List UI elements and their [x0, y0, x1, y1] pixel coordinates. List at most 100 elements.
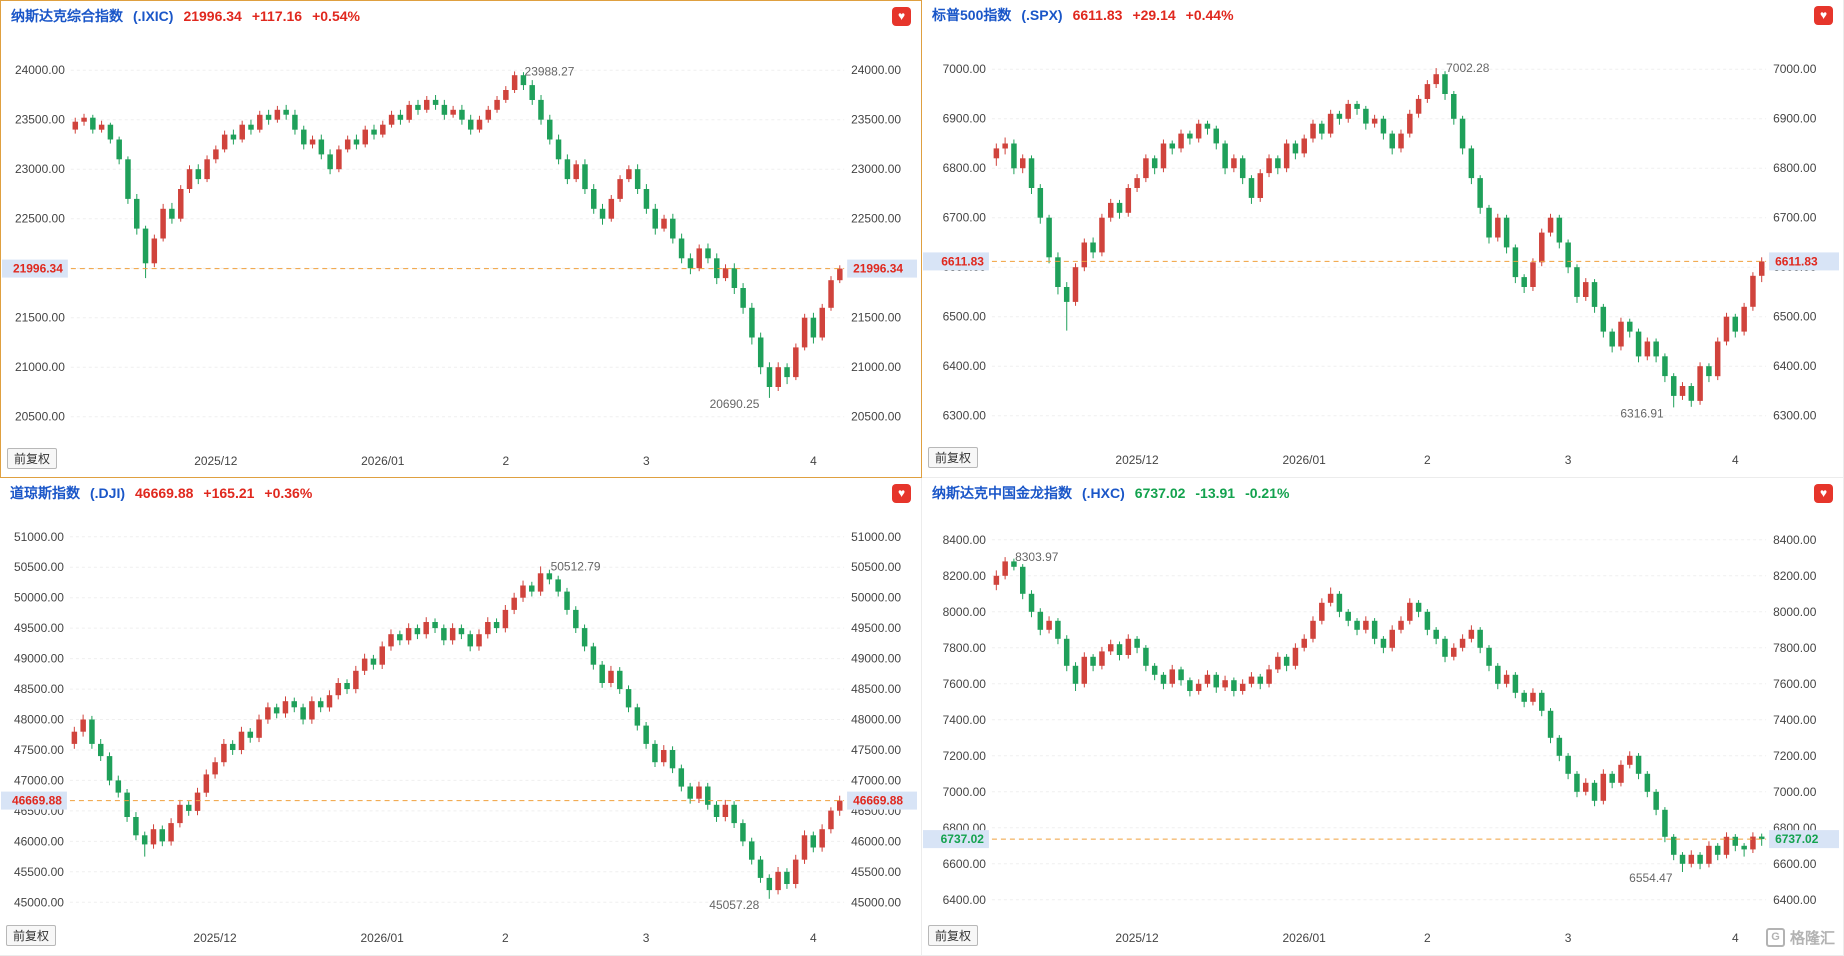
index-name: 纳斯达克综合指数 [11, 8, 123, 24]
svg-text:22500.00: 22500.00 [15, 212, 65, 226]
svg-text:47500.00: 47500.00 [14, 743, 64, 757]
price-change: +165.21 [203, 485, 255, 501]
price-change: +29.14 [1132, 7, 1176, 23]
svg-text:4: 4 [1732, 453, 1739, 467]
candlestick-chart-dji[interactable]: 51000.00 51000.00 50500.00 50500.00 50000.00… [0, 508, 921, 954]
last-price: 46669.88 [135, 485, 194, 501]
panel-header: 道琼斯指数 (.DJI) 46669.88 +165.21 +0.36% ♥ [0, 478, 921, 508]
svg-text:6400.00: 6400.00 [1773, 359, 1817, 373]
svg-text:7000.00: 7000.00 [943, 785, 987, 799]
svg-text:7600.00: 7600.00 [1773, 677, 1817, 691]
svg-text:4: 4 [810, 454, 817, 468]
svg-text:7000.00: 7000.00 [943, 62, 987, 76]
price-adjustment-button[interactable]: 前复权 [6, 925, 57, 946]
svg-text:7800.00: 7800.00 [1773, 641, 1817, 655]
svg-text:21500.00: 21500.00 [851, 311, 901, 325]
svg-text:6500.00: 6500.00 [943, 310, 987, 324]
svg-text:6700.00: 6700.00 [943, 211, 987, 225]
svg-text:50000.00: 50000.00 [14, 591, 64, 605]
svg-text:7000.00: 7000.00 [1773, 785, 1817, 799]
heart-glyph: ♥ [897, 486, 906, 500]
svg-text:6316.91: 6316.91 [1620, 406, 1664, 420]
svg-text:6554.47: 6554.47 [1629, 871, 1673, 885]
svg-text:2025/12: 2025/12 [1115, 453, 1159, 467]
last-price: 6611.83 [1072, 7, 1123, 23]
svg-text:23988.27: 23988.27 [525, 64, 575, 78]
last-price: 21996.34 [183, 8, 242, 24]
quote-values: 6611.83 +29.14 +0.44% [1073, 7, 1234, 23]
panel-header: 标普500指数 (.SPX) 6611.83 +29.14 +0.44% ♥ [922, 0, 1843, 30]
svg-text:21000.00: 21000.00 [851, 360, 901, 374]
svg-text:6400.00: 6400.00 [1773, 893, 1817, 907]
price-adjustment-button[interactable]: 前复权 [928, 447, 979, 468]
index-panel-spx[interactable]: 标普500指数 (.SPX) 6611.83 +29.14 +0.44% ♥ 7… [922, 0, 1844, 478]
favorite-icon[interactable]: ♥ [892, 6, 911, 26]
svg-text:23500.00: 23500.00 [851, 113, 901, 127]
svg-text:6400.00: 6400.00 [943, 893, 987, 907]
svg-text:2: 2 [502, 931, 509, 945]
svg-text:50000.00: 50000.00 [851, 591, 901, 605]
svg-text:6611.83: 6611.83 [1775, 254, 1818, 268]
quote-values: 46669.88 +165.21 +0.36% [135, 485, 312, 501]
svg-text:3: 3 [643, 931, 650, 945]
favorite-icon[interactable]: ♥ [1814, 483, 1833, 503]
price-adjustment-button[interactable]: 前复权 [928, 925, 979, 946]
svg-text:48000.00: 48000.00 [851, 712, 901, 726]
svg-text:8400.00: 8400.00 [943, 533, 987, 547]
svg-text:6611.83: 6611.83 [941, 254, 984, 268]
svg-text:45000.00: 45000.00 [851, 895, 901, 909]
svg-text:6800.00: 6800.00 [943, 161, 987, 175]
index-code: (.SPX) [1021, 7, 1063, 23]
last-price: 6737.02 [1134, 485, 1186, 501]
index-name: 道琼斯指数 [10, 485, 80, 501]
svg-text:45000.00: 45000.00 [14, 895, 64, 909]
svg-text:6900.00: 6900.00 [1773, 112, 1817, 126]
svg-text:46000.00: 46000.00 [851, 834, 901, 848]
candlestick-chart-spx[interactable]: 7000.00 7000.00 6900.00 6900.00 6800.00 6800.… [922, 30, 1843, 476]
svg-text:21500.00: 21500.00 [15, 311, 65, 325]
price-change-pct: +0.36% [264, 485, 313, 501]
index-name: 纳斯达克中国金龙指数 [932, 485, 1072, 501]
svg-text:7200.00: 7200.00 [1773, 749, 1817, 763]
svg-text:6300.00: 6300.00 [1773, 409, 1817, 423]
svg-text:7200.00: 7200.00 [943, 749, 987, 763]
index-code: (.IXIC) [133, 8, 174, 24]
svg-text:22500.00: 22500.00 [851, 212, 901, 226]
svg-text:7400.00: 7400.00 [1773, 713, 1817, 727]
svg-text:23000.00: 23000.00 [851, 162, 901, 176]
svg-text:21996.34: 21996.34 [853, 262, 903, 276]
svg-text:2: 2 [1424, 931, 1431, 945]
price-adjustment-button[interactable]: 前复权 [7, 448, 58, 469]
svg-text:20500.00: 20500.00 [851, 410, 901, 424]
quote-values: 6737.02 -13.91 -0.21% [1135, 485, 1290, 501]
svg-text:4: 4 [1732, 931, 1739, 945]
index-panel-ixic[interactable]: 纳斯达克综合指数 (.IXIC) 21996.34 +117.16 +0.54%… [0, 0, 922, 478]
index-panel-dji[interactable]: 道琼斯指数 (.DJI) 46669.88 +165.21 +0.36% ♥ 5… [0, 478, 922, 956]
panel-header: 纳斯达克综合指数 (.IXIC) 21996.34 +117.16 +0.54%… [1, 1, 921, 31]
candlestick-chart-ixic[interactable]: 24000.00 24000.00 23500.00 23500.00 23000.00… [1, 31, 921, 477]
svg-text:49000.00: 49000.00 [851, 652, 901, 666]
svg-text:23500.00: 23500.00 [15, 113, 65, 127]
chart-area: 51000.00 51000.00 50500.00 50500.00 50000.00… [0, 508, 921, 954]
chart-area: 24000.00 24000.00 23500.00 23500.00 23000.00… [1, 31, 921, 477]
svg-text:47000.00: 47000.00 [14, 773, 64, 787]
svg-text:24000.00: 24000.00 [851, 63, 901, 77]
svg-text:2026/01: 2026/01 [361, 931, 405, 945]
svg-text:6400.00: 6400.00 [943, 359, 987, 373]
svg-text:6737.02: 6737.02 [941, 832, 985, 846]
favorite-icon[interactable]: ♥ [892, 483, 911, 503]
favorite-icon[interactable]: ♥ [1814, 5, 1833, 25]
svg-text:3: 3 [1565, 931, 1572, 945]
svg-text:2026/01: 2026/01 [1283, 453, 1327, 467]
price-change: +117.16 [251, 8, 303, 24]
svg-text:51000.00: 51000.00 [14, 530, 64, 544]
svg-text:21000.00: 21000.00 [15, 360, 65, 374]
svg-text:2: 2 [502, 454, 509, 468]
svg-text:8000.00: 8000.00 [1773, 605, 1817, 619]
chart-area: 7000.00 7000.00 6900.00 6900.00 6800.00 6800.… [922, 30, 1843, 476]
candlestick-chart-hxc[interactable]: 8400.00 8400.00 8200.00 8200.00 8000.00 8000.… [922, 508, 1843, 954]
index-panel-hxc[interactable]: 纳斯达克中国金龙指数 (.HXC) 6737.02 -13.91 -0.21% … [922, 478, 1844, 956]
svg-text:6737.02: 6737.02 [1775, 832, 1819, 846]
svg-text:49000.00: 49000.00 [14, 652, 64, 666]
